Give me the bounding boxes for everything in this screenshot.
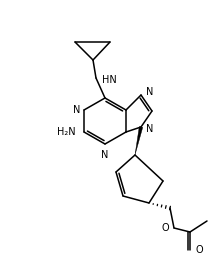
Text: H₂N: H₂N [57,127,76,137]
Text: O: O [161,223,169,233]
Text: HN: HN [102,75,117,85]
Text: N: N [146,124,153,134]
Text: O: O [195,245,203,255]
Text: N: N [101,150,109,160]
Text: N: N [73,105,80,115]
Text: N: N [146,87,153,97]
Polygon shape [135,127,143,155]
